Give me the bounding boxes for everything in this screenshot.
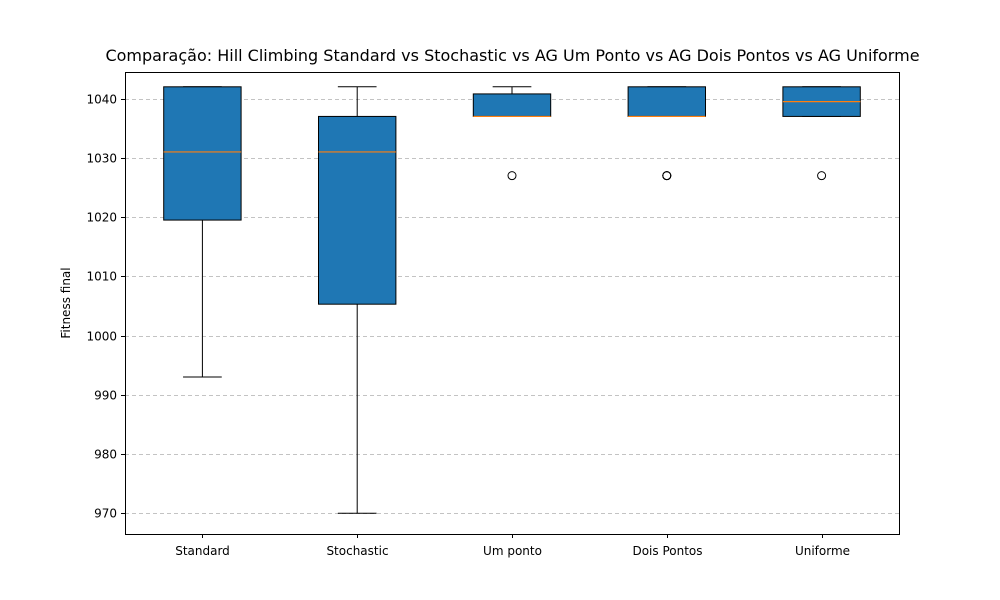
- boxes: [163, 86, 861, 514]
- outlier-point: [662, 171, 672, 181]
- x-tick-label: Um ponto: [483, 544, 542, 558]
- y-tick-label: 1040: [86, 93, 117, 107]
- iqr-box: [627, 86, 706, 117]
- y-tick-label: 1010: [86, 270, 117, 284]
- outlier-point: [817, 171, 827, 181]
- box-stochastic: [318, 86, 397, 514]
- box-um-ponto: [472, 86, 552, 181]
- y-tick-label: 1000: [86, 330, 117, 344]
- x-tick-label: Uniforme: [795, 544, 850, 558]
- iqr-box: [318, 115, 397, 305]
- y-tick-label: 980: [94, 448, 117, 462]
- y-tick-label: 990: [94, 389, 117, 403]
- iqr-box: [163, 86, 242, 221]
- y-tick-label: 1020: [86, 211, 117, 225]
- x-tick-label: Stochastic: [326, 544, 388, 558]
- x-tick-label: Dois Pontos: [632, 544, 702, 558]
- outlier-point: [507, 171, 517, 181]
- box-uniforme: [782, 86, 861, 181]
- x-ticks: Standard Stochastic Um ponto Dois Pontos Uni…: [175, 534, 850, 558]
- plot-frame: [125, 72, 900, 535]
- box-standard: [163, 86, 242, 378]
- iqr-box: [472, 93, 552, 117]
- chart-title: Comparação: Hill Climbing Standard vs St…: [105, 46, 920, 65]
- y-tick-label: 1030: [86, 152, 117, 166]
- x-tick-label: Standard: [175, 544, 230, 558]
- y-ticks: 970 980 990 1000 1010 1020 1030 1040: [86, 93, 125, 521]
- box-dois-pontos: [627, 86, 706, 181]
- grid-lines: [125, 99, 899, 514]
- y-tick-label: 970: [94, 507, 117, 521]
